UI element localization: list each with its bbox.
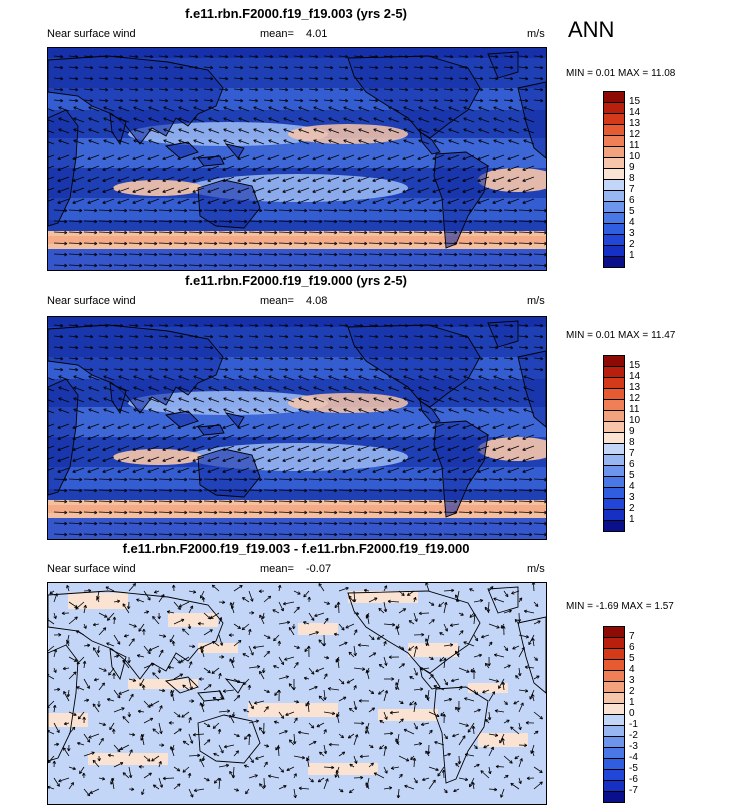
colorbar-tick-label: 5 xyxy=(629,206,635,217)
panel-3-max-label: MAX = xyxy=(621,601,652,612)
panel-2-units: m/s xyxy=(527,295,545,307)
panel-1-min-value: 0.01 xyxy=(595,68,616,79)
colorbar-tick-label: 4 xyxy=(629,217,635,228)
panel-1-title: f.e11.rbn.F2000.f19_f19.003 (yrs 2-5) xyxy=(185,6,407,21)
colorbar-tick-label: 6 xyxy=(629,642,635,653)
colorbar-tick-label: -4 xyxy=(629,752,638,763)
colorbar-tick-label: 4 xyxy=(629,481,635,492)
colorbar-tick-label: 11 xyxy=(629,140,640,151)
colorbar-tick-label: -1 xyxy=(629,719,638,730)
panel-2-mean-label: mean= xyxy=(260,295,294,307)
panel-1-mean-label: mean= xyxy=(260,28,294,40)
panel-3-mean-value: -0.07 xyxy=(306,563,332,575)
colorbar-tick-label: 2 xyxy=(629,503,635,514)
panel-3-max-value: 1.57 xyxy=(654,601,674,612)
panel-3-min-max: MIN = -1.69 MAX = 1.57 xyxy=(566,601,674,612)
colorbar-tick-label: 14 xyxy=(629,371,641,382)
colorbar-tick-label: 3 xyxy=(629,228,635,239)
colorbar-tick-label: 8 xyxy=(629,437,635,448)
panel-1-variable-label: Near surface wind xyxy=(47,28,136,40)
panel-1-max-label: MAX = xyxy=(617,68,649,79)
colorbar-tick-label: 12 xyxy=(629,393,641,404)
panel-2-min-label: MIN = xyxy=(566,330,593,341)
panel-3-units: m/s xyxy=(527,563,545,575)
panel-3-wind-diff-map xyxy=(47,582,547,805)
colorbar-tick-label: 10 xyxy=(629,415,641,426)
colorbar-tick-label: 5 xyxy=(629,653,635,664)
panel-2-min-max: MIN = 0.01 MAX = 11.47 xyxy=(566,330,675,341)
colorbar-tick-label: 1 xyxy=(629,250,635,261)
colorbar-tick-label: 9 xyxy=(629,162,635,173)
panel-1-colorbar: 15 14 13 12 11 10 9 8 7 6 5 4 3 2 1 xyxy=(603,91,663,268)
colorbar-tick-label: 10 xyxy=(629,151,641,162)
colorbar-tick-label: 7 xyxy=(629,184,635,195)
colorbar-tick-label: 13 xyxy=(629,118,641,129)
panel-2-wind-map xyxy=(47,316,547,540)
colorbar-tick-label: 13 xyxy=(629,382,641,393)
panel-1-mean-value: 4.01 xyxy=(306,28,328,40)
colorbar-tick-label: 3 xyxy=(629,492,635,503)
panel-1-max-value: 11.08 xyxy=(651,68,676,79)
panel-1-units: m/s xyxy=(527,28,545,40)
colorbar-tick-label: -3 xyxy=(629,741,638,752)
colorbar-tick-label: 15 xyxy=(629,96,641,107)
colorbar-tick-label: -6 xyxy=(629,774,638,785)
colorbar-tick-label: 1 xyxy=(629,514,635,525)
colorbar-tick-label: 15 xyxy=(629,360,641,371)
season-label: ANN xyxy=(568,17,615,42)
colorbar-tick-label: 8 xyxy=(629,173,635,184)
colorbar-tick-label: 4 xyxy=(629,664,635,675)
colorbar-tick-label: 2 xyxy=(629,686,635,697)
colorbar-tick-label: -5 xyxy=(629,763,638,774)
panel-3-title: f.e11.rbn.F2000.f19_f19.003 - f.e11.rbn.… xyxy=(122,541,470,556)
panel-2-max-label: MAX = xyxy=(617,330,649,341)
colorbar-tick-label: 12 xyxy=(629,129,641,140)
colorbar-swatch xyxy=(603,256,625,268)
panel-2-colorbar: 15 14 13 12 11 10 9 8 7 6 5 4 3 2 1 xyxy=(603,355,663,532)
colorbar-tick-label: 9 xyxy=(629,426,635,437)
colorbar-tick-label: 5 xyxy=(629,470,635,481)
panel-3-min-value: -1.69 xyxy=(595,601,619,612)
panel-1-min-max: MIN = 0.01 MAX = 11.08 xyxy=(566,68,675,79)
panel-1-min-label: MIN = xyxy=(566,68,593,79)
colorbar-swatch xyxy=(603,520,625,532)
panel-2-title: f.e11.rbn.F2000.f19_f19.000 (yrs 2-5) xyxy=(185,273,407,288)
panel-3-min-label: MIN = xyxy=(566,601,593,612)
panel-2-variable-label: Near surface wind xyxy=(47,295,136,307)
colorbar-tick-label: 6 xyxy=(629,459,635,470)
colorbar-tick-label: 11 xyxy=(629,404,640,415)
colorbar-tick-label: 1 xyxy=(629,697,635,708)
colorbar-swatch xyxy=(603,791,625,803)
colorbar-tick-label: 14 xyxy=(629,107,641,118)
colorbar-tick-label: -2 xyxy=(629,730,638,741)
colorbar-tick-label: 6 xyxy=(629,195,635,206)
panel-2-mean-value: 4.08 xyxy=(306,295,328,307)
panel-3-variable-label: Near surface wind xyxy=(47,563,136,575)
colorbar-tick-label: 2 xyxy=(629,239,635,250)
panel-2-min-value: 0.01 xyxy=(595,330,616,341)
colorbar-tick-label: 0 xyxy=(629,708,635,719)
colorbar-tick-label: -7 xyxy=(629,785,638,796)
panel-1-wind-map xyxy=(47,47,547,271)
panel-3-colorbar: 7 6 5 4 3 2 1 0 -1 -2 -3 -4 -5 -6 -7 xyxy=(603,626,663,803)
panel-2-max-value: 11.47 xyxy=(651,330,676,341)
colorbar-tick-label: 3 xyxy=(629,675,635,686)
colorbar-tick-label: 7 xyxy=(629,631,635,642)
panel-3-mean-label: mean= xyxy=(260,563,294,575)
colorbar-tick-label: 7 xyxy=(629,448,635,459)
